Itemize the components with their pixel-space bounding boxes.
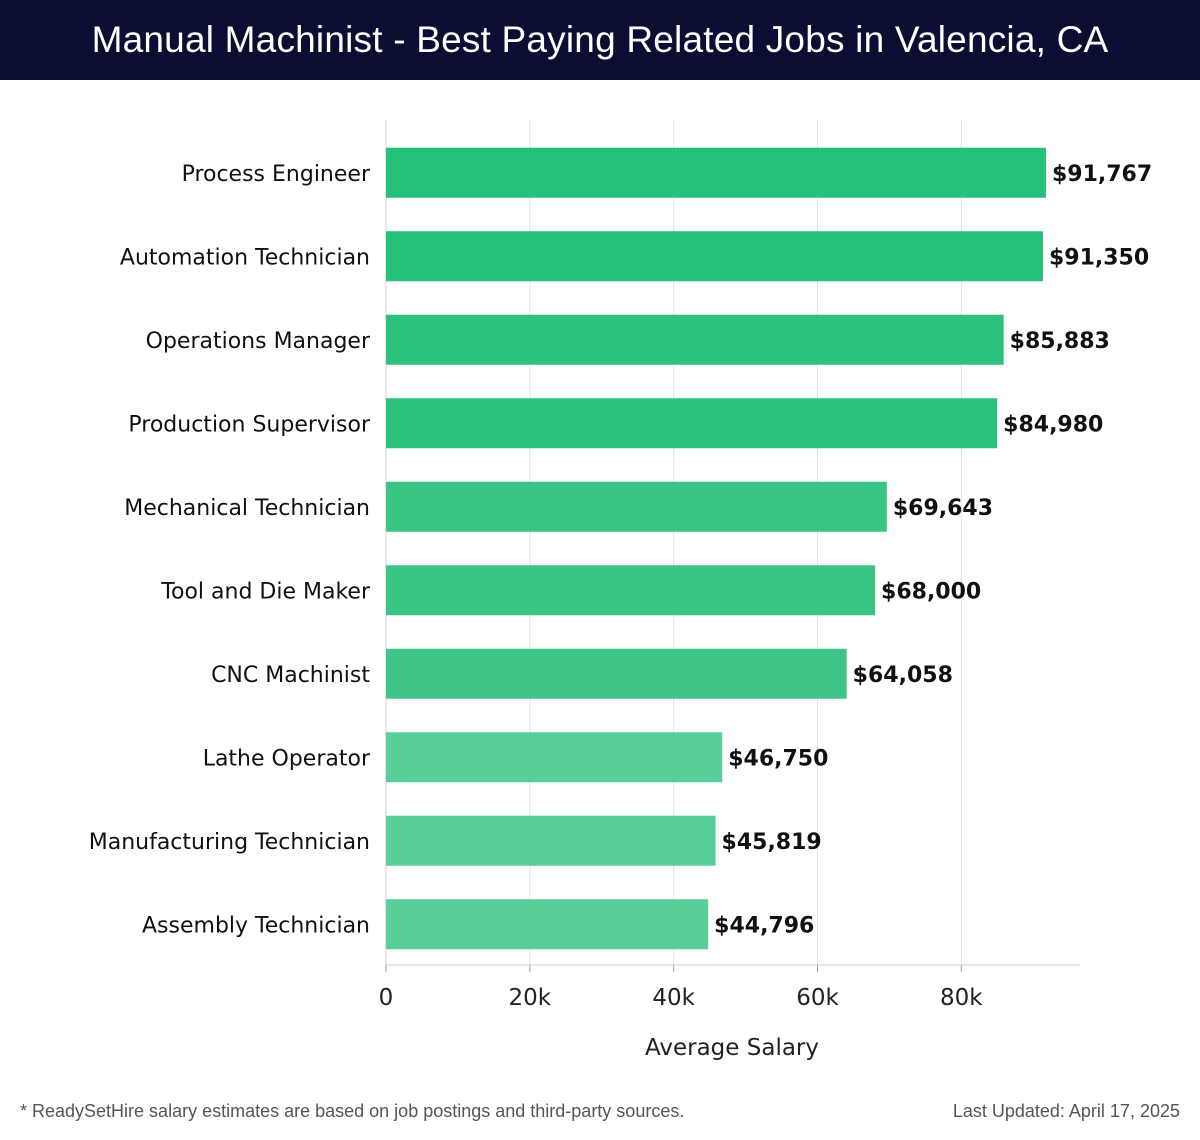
x-tick-label: 20k [509,985,552,1011]
category-label: CNC Machinist [211,663,370,688]
value-label: $44,796 [714,913,814,938]
category-label: Operations Manager [146,329,371,354]
x-tick-label: 80k [940,985,983,1011]
bar [386,565,876,616]
bar-chart: Process Engineer Automation Technician Ope… [89,120,1152,1061]
x-tick-label: 60k [796,985,839,1011]
x-axis: 0 20k 40k 60k 80k [379,964,1080,1011]
category-label: Tool and Die Maker [160,579,371,604]
category-label: Automation Technician [120,245,370,270]
bar [386,481,887,532]
last-updated: Last Updated: April 17, 2025 [952,1101,1180,1121]
bar [386,231,1043,282]
value-label: $85,883 [1010,329,1110,354]
value-label: $68,000 [881,579,981,604]
bar [386,314,1004,365]
category-labels: Process Engineer Automation Technician Ope… [89,162,371,939]
category-label: Lathe Operator [203,746,371,771]
bar [386,147,1046,198]
category-label: Production Supervisor [128,412,371,437]
value-label: $91,350 [1049,245,1149,270]
bars [386,147,1046,950]
x-axis-label: Average Salary [645,1035,819,1061]
bar [386,648,847,699]
value-label: $64,058 [853,663,953,688]
value-labels: $91,767 $91,350 $85,883 $84,980 $69,643 $68,0… [714,162,1152,939]
chart-title: Manual Machinist - Best Paying Related J… [91,19,1109,60]
value-label: $69,643 [893,496,993,521]
value-label: $84,980 [1003,412,1103,437]
chart-header: Manual Machinist - Best Paying Related J… [0,0,1200,80]
value-label: $91,767 [1052,162,1152,187]
bar [386,398,998,449]
bar [386,732,723,783]
category-label: Process Engineer [182,162,371,187]
x-tick-label: 40k [652,985,695,1011]
category-label: Mechanical Technician [124,496,370,521]
value-label: $46,750 [728,746,828,771]
category-label: Assembly Technician [142,913,370,938]
bar [386,899,709,950]
bar [386,815,716,866]
category-label: Manufacturing Technician [89,830,370,855]
footer-note: * ReadySetHire salary estimates are base… [20,1101,685,1121]
x-tick-label: 0 [379,985,394,1011]
value-label: $45,819 [722,830,822,855]
